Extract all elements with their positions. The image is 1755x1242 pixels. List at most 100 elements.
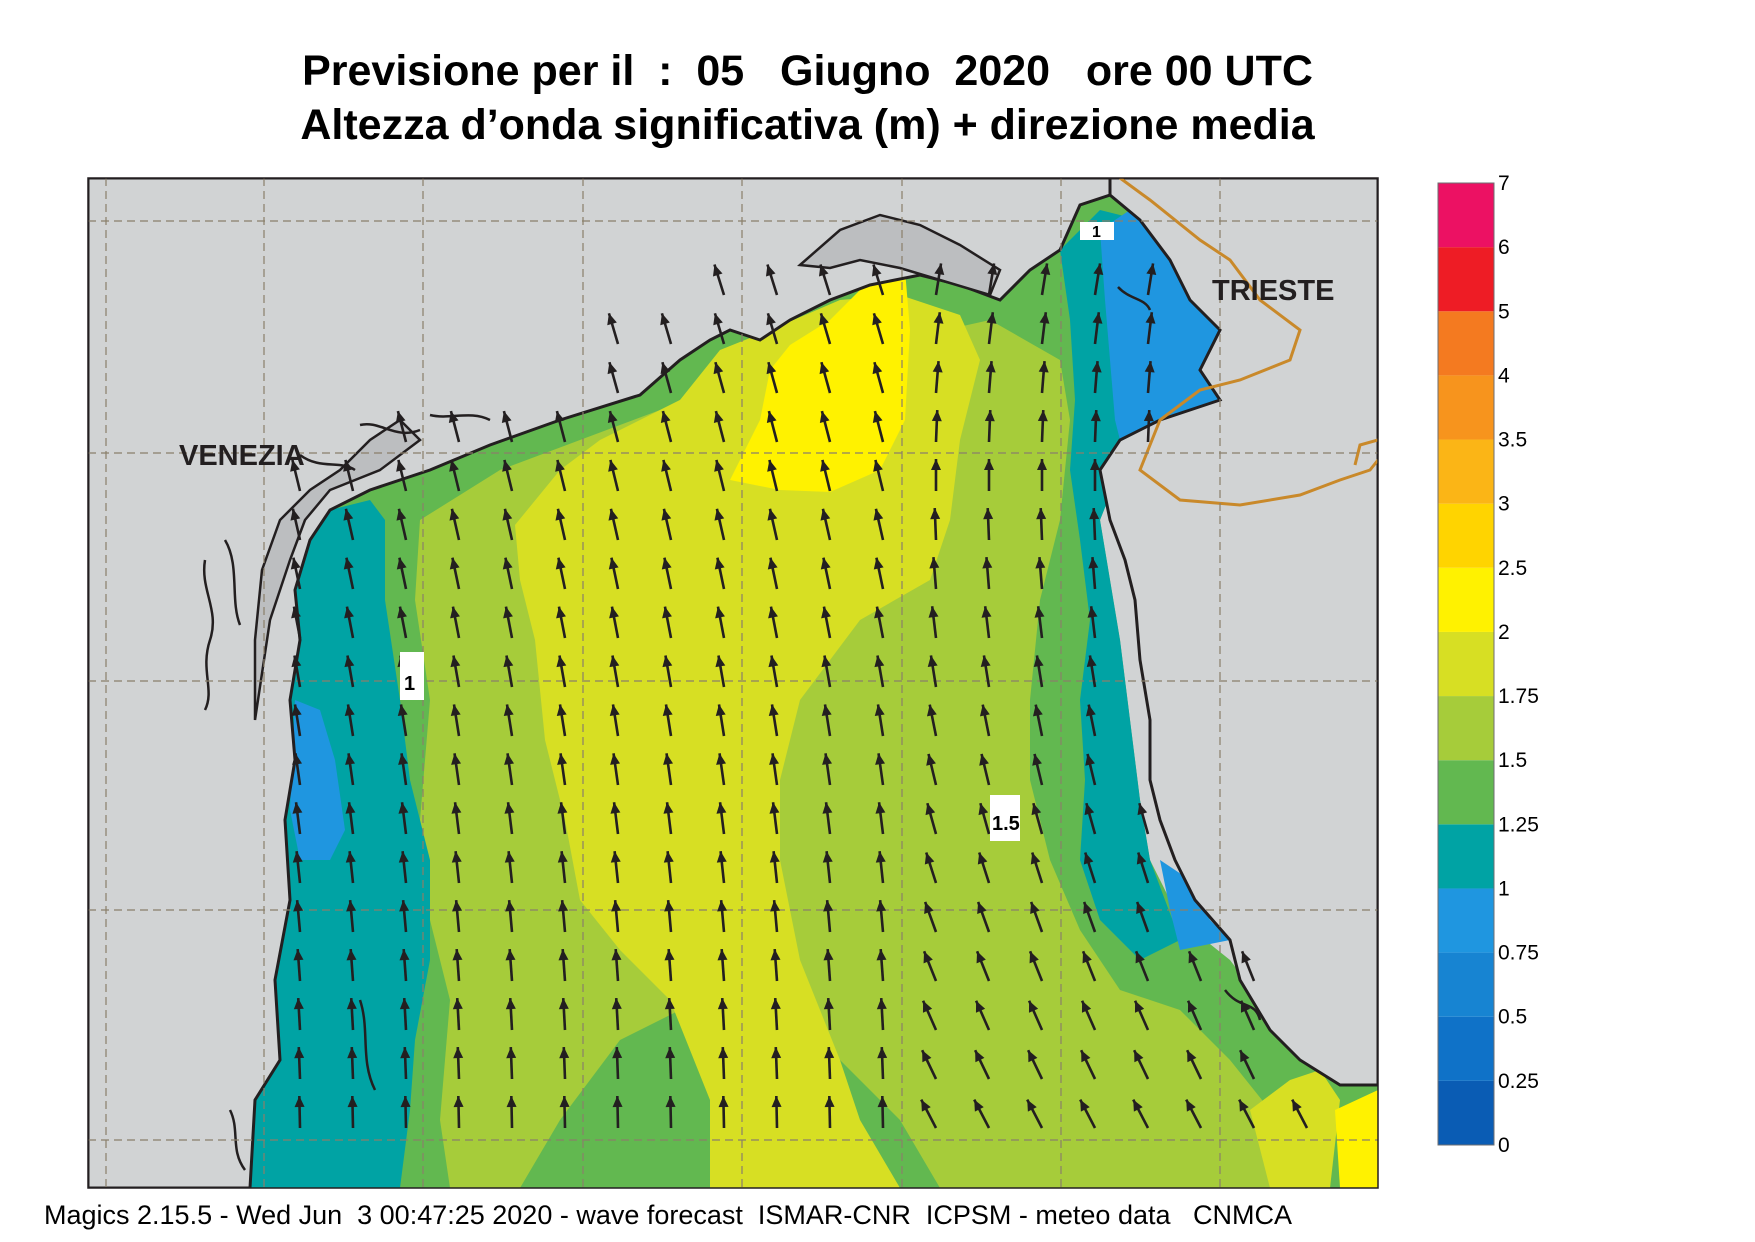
wave-arrow-head (1134, 1000, 1145, 1013)
legend-tick-label: 1.75 (1498, 685, 1539, 708)
wave-arrow-head (448, 411, 459, 423)
wave-arrow-head (1040, 263, 1051, 276)
wave-arrow-head (291, 704, 302, 717)
wave-arrow-head (819, 411, 830, 423)
wave-arrow-head (502, 459, 512, 472)
wave-arrow-head (557, 851, 568, 863)
wave-arrow-head (929, 557, 940, 569)
wave-arrow-head (452, 900, 463, 912)
wave-arrow-head (346, 949, 357, 961)
wave-arrow-head (768, 655, 779, 668)
grado-lagoon (797, 213, 1002, 297)
wave-arrow-head (926, 753, 936, 766)
legend-swatch (1438, 375, 1494, 440)
wave-arrow-head (983, 459, 994, 471)
wave-arrow-head (1032, 753, 1042, 766)
wave-direction-arrows (290, 263, 1309, 1129)
wave-arrow-head (819, 362, 830, 375)
wave-arrow-head (610, 802, 621, 814)
wave-arrow-head (716, 802, 727, 814)
wave-arrow-head (874, 606, 884, 619)
wave-arrow-head (291, 655, 302, 668)
wave-arrow-head (661, 459, 671, 472)
wave-arrow-head (397, 606, 407, 619)
wave-arrow-head (926, 704, 937, 717)
wave-arrow-head (346, 998, 357, 1010)
legend-tick-label: 0.75 (1498, 942, 1539, 965)
legend-tick-label: 5 (1498, 300, 1510, 323)
map-frame-content: 1 1.5 1 VENEZIA TRIESTE (88, 178, 1378, 1188)
wave-arrow-head (290, 459, 300, 472)
wave-arrow-head (875, 802, 886, 814)
wave-arrow-head (1082, 951, 1092, 964)
wave-arrow-head (347, 1096, 358, 1108)
wave-arrow-head (607, 313, 617, 326)
legend-frame (1437, 182, 1495, 1146)
wave-arrow-head (664, 900, 675, 912)
wave-arrow-head (1136, 852, 1147, 865)
wave-arrow-head (344, 704, 355, 717)
wave-arrow-head (664, 998, 675, 1010)
wave-arrow-head (823, 900, 834, 912)
wave-zone-1-75 (515, 295, 980, 1188)
wave-arrow-head (503, 704, 514, 717)
wave-arrow-head (770, 998, 781, 1010)
wave-arrow-head (928, 606, 939, 618)
wave-arrow-head (505, 949, 516, 961)
wave-arrow-head (452, 949, 463, 961)
wave-arrow-head (1137, 803, 1148, 816)
wave-arrow-head (660, 313, 670, 326)
wave-arrow-head (502, 508, 513, 521)
wave-arrow-head (985, 361, 996, 373)
wave-arrow-head (1029, 951, 1039, 964)
wave-arrow-head (717, 900, 728, 912)
wave-arrow-head (820, 459, 830, 472)
wave-arrow-head (662, 655, 673, 668)
wave-arrow-head (974, 1099, 984, 1112)
wave-arrow-head (1083, 901, 1093, 914)
wave-arrow-head (931, 410, 942, 422)
wave-arrow-head (714, 459, 724, 472)
map-title-line2: Altezza d’onda significativa (m) + direz… (300, 101, 1315, 149)
wave-arrow-head (399, 998, 410, 1010)
wave-arrow-head (1187, 1050, 1197, 1063)
wave-arrow-head (399, 949, 410, 961)
wave-arrow-head (874, 655, 885, 668)
wave-arrow-head (612, 1047, 623, 1059)
station-label-trieste: 1 (1092, 224, 1101, 241)
wave-arrow-head (665, 1047, 676, 1059)
wave-arrow-head (980, 655, 991, 668)
station-marker-trieste: 1 (1080, 222, 1114, 241)
wave-arrow-head (768, 704, 779, 717)
wave-arrow-head (1090, 410, 1101, 422)
wave-arrow-head (822, 753, 833, 765)
wave-arrow-head (765, 264, 776, 277)
wave-arrow-head (1085, 704, 1096, 717)
wave-arrow-head (766, 411, 777, 423)
legend-tick-label: 1 (1498, 877, 1510, 900)
wave-arrow-head (557, 802, 568, 814)
wave-arrow-head (1146, 263, 1157, 276)
station-marker-west: 1 (400, 652, 424, 700)
wave-arrow-head (979, 753, 989, 766)
wave-arrow-head (769, 802, 780, 814)
wave-arrow-head (877, 1047, 888, 1059)
wave-arrow-head (660, 362, 671, 375)
wave-arrow-head (770, 949, 781, 961)
wave-arrow-head (345, 753, 356, 765)
legend-tick-label: 1.5 (1498, 749, 1527, 772)
wave-arrow-head (927, 655, 938, 668)
legend-tick-label: 0.5 (1498, 1006, 1527, 1029)
city-label-venezia: VENEZIA (179, 440, 305, 472)
wave-arrow-head (986, 312, 997, 324)
station-marker-east: 1.5 (990, 795, 1020, 841)
wave-arrow-head (767, 508, 778, 521)
wave-arrow-head (822, 851, 833, 863)
wave-arrow-head (1027, 1099, 1037, 1112)
wave-arrow-head (343, 459, 353, 472)
national-border (1119, 178, 1378, 507)
wave-arrow-head (771, 1096, 782, 1108)
wave-arrow-head (611, 949, 622, 961)
wave-arrow-head (767, 557, 778, 570)
wave-arrow-head (559, 1047, 570, 1059)
